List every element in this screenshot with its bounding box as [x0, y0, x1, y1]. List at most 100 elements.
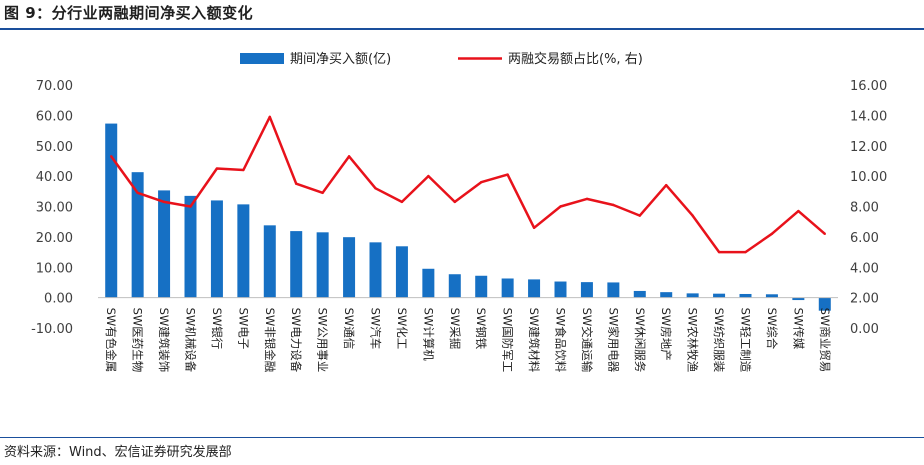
line-point	[189, 205, 192, 208]
bar	[713, 293, 726, 298]
chart: 期间净买入额(亿) 两融交易额占比(%, 右) -10.00 0.00 10.00 2…	[31, 51, 887, 373]
line-point	[744, 250, 747, 254]
bar	[184, 195, 197, 298]
line-point	[242, 168, 245, 172]
category-label: SW轻工制造	[739, 308, 753, 373]
line-point	[797, 209, 800, 213]
bar	[369, 242, 382, 298]
bar	[158, 190, 171, 298]
category-label: SW有色金属	[104, 308, 118, 373]
line-point	[268, 115, 271, 119]
line-point	[400, 200, 404, 204]
legend-line-label: 两融交易额占比(%, 右)	[508, 51, 643, 67]
category-label: SW医药生物	[131, 308, 145, 373]
bar	[739, 293, 752, 298]
right-tick-label: 14.00	[850, 109, 887, 124]
category-label: SW银行	[210, 308, 224, 350]
legend-bar-swatch	[240, 53, 284, 64]
bar	[316, 232, 329, 298]
line-point	[823, 232, 826, 236]
category-label: SW交通运输	[580, 308, 594, 373]
right-tick-label: 0.00	[850, 322, 879, 337]
category-label: SW建筑装饰	[157, 308, 171, 373]
line-point	[215, 167, 219, 170]
left-tick-label: 50.00	[36, 140, 73, 155]
category-label: SW综合	[765, 308, 779, 350]
category-label: SW公用事业	[316, 308, 330, 373]
category-label: SW休闲服务	[633, 308, 647, 373]
bar	[554, 281, 567, 298]
bar	[607, 282, 620, 298]
right-tick-label: 2.00	[850, 292, 879, 307]
bar	[422, 268, 435, 298]
category-label: SW商业贸易	[818, 308, 832, 373]
category-label: SW采掘	[448, 308, 462, 350]
line-point	[638, 214, 641, 217]
left-tick-label: 60.00	[36, 109, 73, 124]
bar	[237, 204, 250, 298]
left-tick-label: -10.00	[31, 322, 73, 337]
right-tick-label: 6.00	[850, 231, 879, 246]
line-point	[665, 184, 668, 187]
line-point	[427, 174, 430, 178]
left-axis: -10.00 0.00 10.00 20.00 30.00 40.00 50.00 60.00…	[31, 79, 73, 337]
right-axis: 0.00 2.00 4.00 6.00 8.00 10.00 12.00 14.00 16.00	[850, 79, 887, 337]
category-label: SW通信	[342, 308, 356, 350]
bar	[210, 200, 223, 298]
category-label: SW电子	[236, 308, 250, 350]
bar	[475, 275, 488, 298]
category-label: SW非银金融	[263, 308, 277, 373]
category-label: SW钢铁	[474, 308, 488, 350]
left-tick-label: 70.00	[36, 79, 73, 94]
category-label: SW房地产	[659, 308, 673, 361]
left-tick-label: 10.00	[36, 261, 73, 276]
category-label: SW汽车	[369, 308, 383, 350]
bar	[343, 237, 356, 298]
figure-title: 图 9：分行业两融期间净买入额变化	[4, 4, 254, 22]
line-point	[347, 155, 351, 158]
bar	[792, 297, 805, 301]
line-point	[162, 200, 166, 204]
category-label: SW传媒	[791, 308, 805, 350]
category-label: SW纺织服装	[712, 308, 726, 373]
category-label: SW电力设备	[289, 308, 303, 373]
category-label: SW农林牧渔	[686, 308, 700, 373]
bar	[633, 290, 646, 298]
category-label: SW机械设备	[184, 308, 198, 373]
bar	[131, 172, 144, 298]
bar	[448, 274, 461, 298]
legend-bar-label: 期间净买入额(亿)	[290, 52, 391, 67]
line-point	[480, 181, 483, 184]
bar	[105, 123, 118, 298]
bar-series	[105, 123, 831, 311]
line-point	[532, 226, 536, 229]
bar	[501, 278, 514, 298]
left-tick-label: 0.00	[44, 292, 73, 307]
line-point	[691, 214, 694, 217]
right-tick-label: 16.00	[850, 79, 887, 94]
right-tick-label: 8.00	[850, 201, 879, 216]
line-point	[321, 191, 324, 195]
line-point	[506, 173, 509, 176]
category-label: SW食品饮料	[554, 308, 568, 373]
category-label: SW国防军工	[501, 308, 515, 373]
line-point	[374, 187, 377, 190]
category-labels: SW有色金属 SW医药生物 SW建筑装饰 SW机械设备 SW银行 SW电子 SW非银金融 SW…	[104, 308, 832, 373]
left-tick-label: 30.00	[36, 201, 73, 216]
bar	[660, 292, 673, 298]
bar	[290, 231, 303, 298]
bar	[686, 293, 699, 298]
line-point	[717, 250, 721, 254]
bar	[580, 282, 593, 298]
category-label: SW建筑材料	[527, 308, 541, 373]
source-note: 资料来源：Wind、宏信证券研究发展部	[4, 445, 232, 460]
line-series	[110, 115, 826, 254]
bottom-rule	[0, 437, 924, 438]
line-point	[770, 232, 774, 236]
line-point	[110, 155, 113, 158]
category-label: SW计算机	[421, 308, 435, 362]
line-point	[295, 182, 298, 185]
line-point	[453, 200, 456, 204]
right-tick-label: 12.00	[850, 140, 887, 155]
right-tick-label: 10.00	[850, 170, 887, 185]
